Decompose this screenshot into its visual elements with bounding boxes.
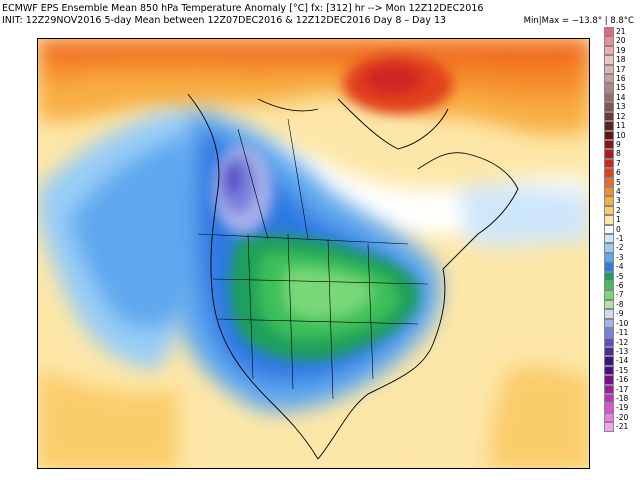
colorbar-cell [604, 168, 614, 178]
colorbar-label: 5 [616, 177, 621, 187]
colorbar-cell [604, 215, 614, 225]
colorbar-label: 0 [616, 224, 621, 234]
colorbar-label: -7 [616, 290, 624, 300]
colorbar-label: -19 [616, 403, 629, 413]
colorbar-cell [604, 337, 614, 347]
colorbar-label: -14 [616, 356, 629, 366]
colorbar-label: 3 [616, 196, 621, 206]
colorbar-label: -12 [616, 337, 629, 347]
colorbar-label: 10 [616, 130, 626, 140]
colorbar-label: 19 [616, 45, 626, 55]
colorbar-cell [604, 365, 614, 376]
cold-anomaly-pacific [38, 109, 212, 369]
colorbar-cell [604, 375, 614, 385]
colorbar-cell [604, 224, 614, 235]
coastlines [187, 93, 519, 460]
colorbar-label: 2 [616, 205, 621, 215]
colorbar-label: -13 [616, 346, 629, 356]
colorbar-label: 14 [616, 92, 626, 102]
colorbar-cell [604, 403, 614, 413]
colorbar-cell [604, 393, 614, 404]
colorbar-label: 11 [616, 121, 626, 131]
colorbar-label: -5 [616, 271, 624, 281]
colorbar-cell [604, 290, 614, 300]
anomaly-map-graphic [38, 39, 589, 468]
colorbar-cell [604, 252, 614, 263]
colorbar-cell [604, 346, 614, 357]
colorbar-cell [604, 243, 614, 253]
colorbar-cell [604, 281, 614, 291]
colorbar-label: -16 [616, 375, 629, 385]
colorbar-label: -18 [616, 393, 629, 403]
colorbar-cell [604, 149, 614, 159]
warm-anomaly-south [38, 327, 589, 468]
colorbar-label: -15 [616, 365, 629, 375]
colorbar-cell [604, 271, 614, 282]
colorbar-cell [604, 196, 614, 206]
colorbar-label: 1 [616, 215, 621, 225]
colorbar-label: -3 [616, 252, 624, 262]
colorbar-label: 15 [616, 83, 626, 93]
map-title: ECMWF EPS Ensemble Mean 850 hPa Temperat… [2, 3, 484, 14]
colorbar-label: 17 [616, 64, 626, 74]
colorbar-cell [604, 356, 614, 366]
colorbar-cell [604, 158, 614, 169]
colorbar-label: -6 [616, 281, 624, 291]
colorbar-cell [604, 130, 614, 140]
colorbar-label: 13 [616, 102, 626, 112]
colorbar-cell [604, 139, 614, 150]
cold-anomaly-core [230, 234, 419, 361]
colorbar-label: -2 [616, 243, 624, 253]
cold-anomaly-minimum [213, 144, 273, 234]
colorbar-cell [604, 186, 614, 197]
colorbar-label: -9 [616, 309, 624, 319]
colorbar-cell [604, 92, 614, 103]
colorbar-cell [604, 27, 614, 37]
colorbar-cell [604, 384, 614, 394]
colorbar-cell [604, 102, 614, 112]
colorbar-label: 12 [616, 111, 626, 121]
colorbar-label: 9 [616, 139, 621, 149]
colorbar-label: -10 [616, 318, 629, 328]
colorbar-label: 21 [616, 27, 626, 36]
colorbar-label: 20 [616, 36, 626, 46]
colorbar-cell [604, 234, 614, 244]
colorbar-cell [604, 74, 614, 84]
colorbar-cell [604, 83, 614, 93]
colorbar-cell [604, 422, 614, 432]
colorbar-cell [604, 318, 614, 329]
colorbar-cell [604, 205, 614, 216]
colorbar-label: -4 [616, 262, 624, 272]
colorbar-label: 18 [616, 55, 626, 65]
anomaly-map [37, 38, 590, 469]
colorbar-cell [604, 36, 614, 46]
colorbar-cell [604, 64, 614, 75]
political-borders [197, 118, 429, 400]
colorbar-cell [604, 262, 614, 272]
colorbar-legend: 21 20 19 18 17 16 15 14 13 12 11 10 9 8 7 6 5 4 3 2 1 0 -1 -2 -3… [604, 27, 640, 459]
colorbar-cell [604, 309, 614, 319]
colorbar-label: 4 [616, 186, 621, 196]
colorbar-cell [604, 111, 614, 122]
colorbar-label: -17 [616, 384, 629, 394]
colorbar-label: 6 [616, 168, 621, 178]
colorbar-cell [604, 299, 614, 310]
colorbar-label: 8 [616, 149, 621, 159]
colorbar-label: -20 [616, 412, 629, 422]
colorbar-label: -8 [616, 299, 624, 309]
colorbar-label: -11 [616, 328, 629, 338]
colorbar-label: 7 [616, 158, 621, 168]
colorbar-label: -1 [616, 234, 624, 244]
colorbar-label: -21 [616, 422, 629, 432]
colorbar-cell [604, 412, 614, 423]
colorbar-cell [604, 55, 614, 65]
colorbar-label: 16 [616, 74, 626, 84]
min-max-readout: Min|Max = −13.8° | 8.8°C [523, 16, 634, 26]
colorbar-cell [604, 177, 614, 187]
colorbar-cell [604, 121, 614, 131]
colorbar-cell [604, 45, 614, 56]
greenland-warm-core [343, 54, 453, 114]
map-subtitle: INIT: 12Z29NOV2016 5-day Mean between 12… [2, 15, 447, 26]
colorbar-cell [604, 328, 614, 338]
